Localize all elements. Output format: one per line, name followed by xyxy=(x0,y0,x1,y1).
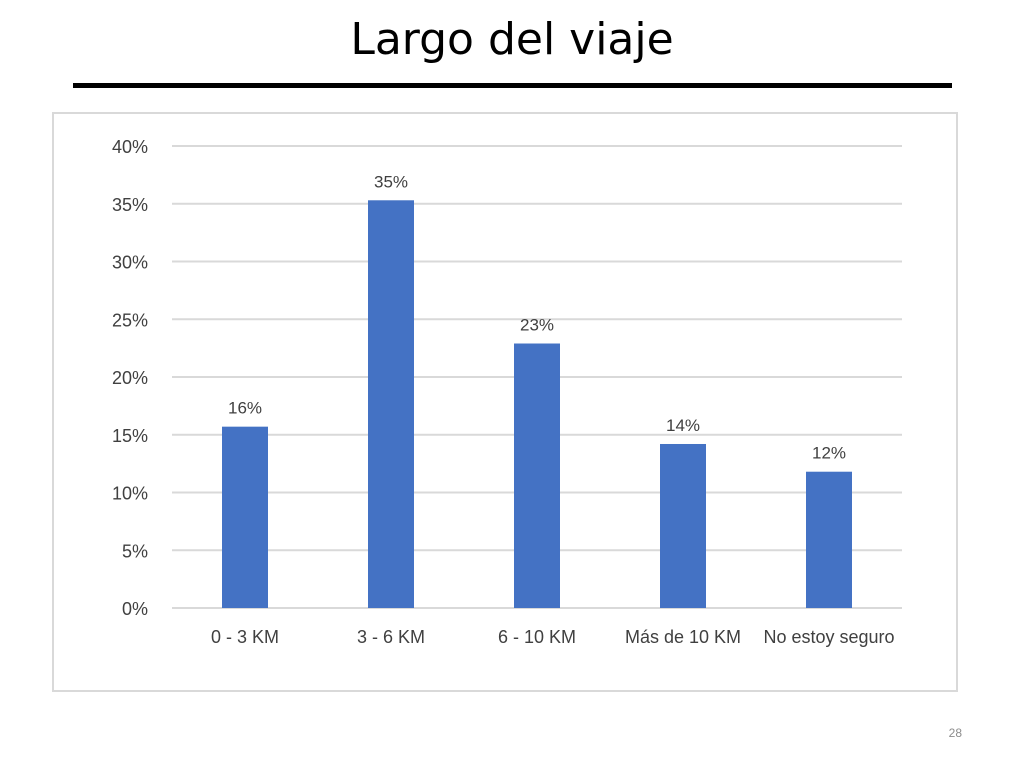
x-tick-label: 6 - 10 KM xyxy=(498,627,576,647)
bar xyxy=(368,200,414,608)
y-tick-label: 10% xyxy=(112,484,148,504)
bar xyxy=(660,443,706,608)
data-label: 16% xyxy=(228,399,262,418)
slide-title: Largo del viaje xyxy=(350,14,674,65)
y-tick-label: 30% xyxy=(112,253,148,273)
x-tick-label: 3 - 6 KM xyxy=(357,627,425,647)
bar xyxy=(222,426,268,608)
page-number: 28 xyxy=(948,726,962,740)
y-tick-label: 20% xyxy=(112,368,148,388)
y-tick-label: 35% xyxy=(112,195,148,215)
data-label: 12% xyxy=(812,444,846,463)
y-tick-label: 5% xyxy=(122,541,148,561)
bar xyxy=(514,343,560,608)
data-label: 23% xyxy=(520,316,554,335)
x-tick-label: Más de 10 KM xyxy=(625,627,741,647)
y-tick-label: 15% xyxy=(112,426,148,446)
y-tick-label: 0% xyxy=(122,599,148,619)
data-label: 35% xyxy=(374,172,408,191)
x-tick-label: No estoy seguro xyxy=(763,627,894,647)
title-divider xyxy=(73,83,952,88)
y-tick-label: 40% xyxy=(112,137,148,157)
x-tick-label: 0 - 3 KM xyxy=(211,627,279,647)
bar xyxy=(806,471,852,608)
y-tick-label: 25% xyxy=(112,310,148,330)
data-label: 14% xyxy=(666,416,700,435)
